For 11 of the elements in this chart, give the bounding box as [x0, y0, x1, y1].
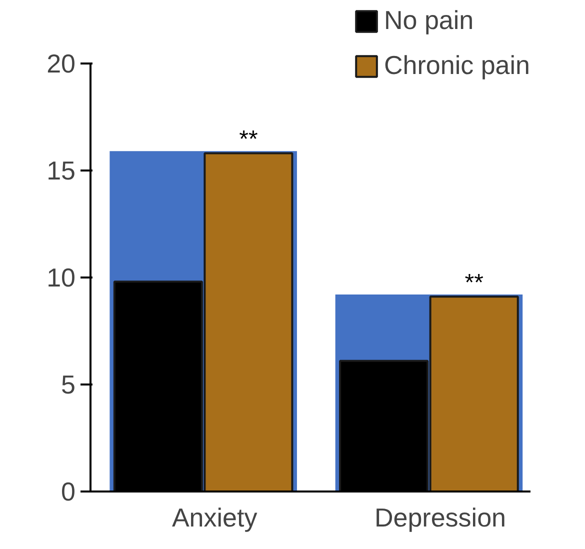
legend-label: Chronic pain: [384, 50, 530, 81]
y-tick-label: 15: [46, 155, 76, 186]
x-tick-label: Anxiety: [172, 502, 258, 532]
y-tick-label: 10: [46, 262, 76, 292]
annotation: **: [464, 270, 484, 297]
y-tick-label: 0: [61, 476, 76, 506]
y-tick-label: 20: [46, 48, 76, 78]
legend-label: No pain: [384, 5, 474, 36]
x-tick-label: Depression: [374, 502, 506, 532]
annotation: **: [239, 126, 258, 154]
y-tick-label: 5: [61, 369, 76, 400]
